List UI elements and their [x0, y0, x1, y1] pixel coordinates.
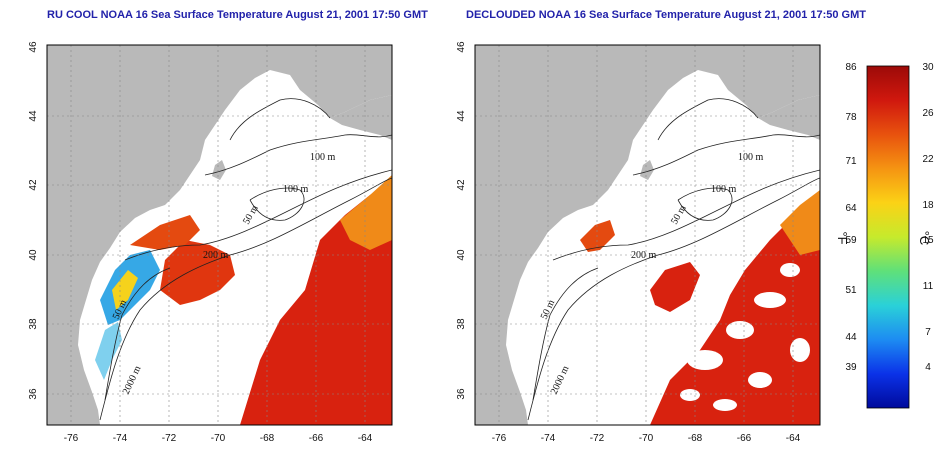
coastal-yellow [112, 270, 138, 310]
lat-axis: 46 44 42 40 38 36 [456, 41, 467, 400]
contour-100m [632, 134, 820, 176]
fahrenheit-tick: 51 [845, 285, 857, 296]
contour-2000m [527, 177, 820, 421]
nova-scotia [330, 95, 392, 140]
cloud-mask [680, 263, 810, 411]
celsius-tick: 22 [922, 154, 934, 165]
contour-50m [532, 267, 599, 401]
contour-50m [104, 267, 171, 401]
lat-tick: 36 [456, 388, 467, 400]
graticule [475, 45, 820, 425]
lat-tick: 36 [28, 388, 39, 400]
lon-tick: -70 [639, 433, 654, 444]
warm-patch-mid [160, 240, 235, 305]
lon-tick: -76 [492, 433, 507, 444]
lat-tick: 42 [28, 179, 39, 191]
celsius-tick: 11 [923, 281, 934, 292]
lon-tick: -70 [211, 433, 226, 444]
warm-offshore-orange [340, 175, 392, 250]
fahrenheit-tick: 44 [845, 332, 857, 343]
warm-patch-north [130, 215, 200, 250]
temperature-colorbar: 86 78 71 64 59 51 44 39 30 26 22 18 15 1… [835, 62, 934, 409]
contour-label: 100 m [283, 184, 309, 195]
raw-sst-map: 100 m 100 m 50 m 200 m 50 m 2000 m -76 -… [28, 41, 393, 444]
lat-tick: 40 [28, 249, 39, 261]
lon-tick: -68 [260, 433, 275, 444]
warm-patch-north [580, 220, 615, 252]
lat-tick: 38 [456, 318, 467, 330]
contour-gom [657, 98, 759, 141]
map-frame [474, 44, 821, 426]
contour-georges [249, 187, 305, 221]
lon-tick: -66 [309, 433, 324, 444]
lat-tick: 44 [28, 110, 39, 122]
contour-label: 200 m [631, 250, 657, 261]
celsius-unit: °C [917, 231, 932, 246]
lon-tick: -68 [688, 433, 703, 444]
map-frame [46, 44, 393, 426]
lon-tick: -66 [737, 433, 752, 444]
lat-tick: 46 [456, 41, 467, 53]
celsius-tick: 18 [922, 200, 934, 211]
lat-tick: 42 [456, 179, 467, 191]
contour-200m [552, 169, 820, 261]
lon-tick: -64 [786, 433, 801, 444]
celsius-ticks: 30 26 22 18 15 11 7 4 [922, 62, 934, 373]
graticule [47, 45, 392, 425]
contour-100m [204, 134, 392, 176]
fahrenheit-tick: 39 [845, 362, 857, 373]
warm-offshore-orange [780, 190, 820, 255]
colorbar-gradient [866, 65, 910, 409]
cape-cod [640, 160, 654, 180]
fahrenheit-tick: 78 [845, 112, 857, 123]
lat-tick: 44 [456, 110, 467, 122]
contour-label: 100 m [711, 184, 737, 195]
warm-patch-mid [650, 262, 700, 312]
land-mass [47, 45, 392, 425]
warm-water-region [650, 200, 820, 425]
cape-cod [212, 160, 226, 180]
celsius-tick: 7 [925, 327, 931, 338]
lon-axis: -76 -74 -72 -70 -68 -66 -64 [64, 433, 373, 444]
fahrenheit-ticks: 86 78 71 64 59 51 44 39 [845, 62, 857, 373]
lon-tick: -74 [541, 433, 556, 444]
lon-tick: -76 [64, 433, 79, 444]
contour-gom [229, 98, 331, 141]
fahrenheit-tick: 59 [845, 235, 857, 246]
lat-tick: 46 [28, 41, 39, 53]
lat-axis: 46 44 42 40 38 36 [28, 41, 39, 400]
fahrenheit-tick: 64 [845, 203, 857, 214]
fahrenheit-tick: 86 [845, 62, 857, 73]
contour-label: 200 m [203, 250, 229, 261]
celsius-tick: 4 [925, 362, 931, 373]
fahrenheit-unit: °F [835, 231, 850, 244]
contour-label: 100 m [738, 152, 764, 163]
lon-tick: -74 [113, 433, 128, 444]
lon-tick: -72 [590, 433, 605, 444]
nova-scotia [758, 95, 820, 140]
contour-2000m [99, 177, 392, 421]
right-map-title: DECLOUDED NOAA 16 Sea Surface Temperatur… [466, 9, 866, 21]
cool-shelf-water-2 [95, 322, 122, 380]
contour-200m [124, 169, 392, 261]
land-mass [475, 45, 820, 425]
contour-label: 100 m [310, 152, 336, 163]
lon-tick: -64 [358, 433, 373, 444]
fahrenheit-tick: 71 [845, 156, 857, 167]
celsius-tick: 26 [922, 108, 934, 119]
declouded-sst-map: 100 m 100 m 50 m 200 m 50 m 2000 m -76 -… [456, 41, 934, 444]
lon-tick: -72 [162, 433, 177, 444]
lon-axis: -76 -74 -72 -70 -68 -66 -64 [492, 433, 801, 444]
celsius-tick: 15 [922, 235, 934, 246]
left-map-title: RU COOL NOAA 16 Sea Surface Temperature … [47, 9, 428, 21]
contour-georges [677, 187, 733, 221]
celsius-tick: 30 [922, 62, 934, 73]
lat-tick: 38 [28, 318, 39, 330]
lat-tick: 40 [456, 249, 467, 261]
